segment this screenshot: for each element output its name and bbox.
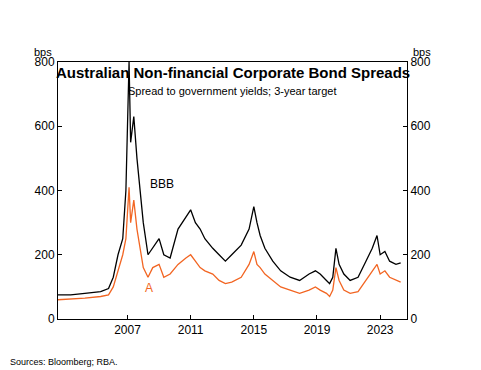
svg-text:0: 0 xyxy=(48,312,55,326)
svg-text:2019: 2019 xyxy=(304,323,331,337)
svg-text:400: 400 xyxy=(35,184,55,198)
svg-text:bps: bps xyxy=(413,46,431,58)
svg-text:2015: 2015 xyxy=(240,323,267,337)
svg-text:600: 600 xyxy=(35,119,55,133)
svg-text:200: 200 xyxy=(410,248,430,262)
svg-text:800: 800 xyxy=(410,55,430,69)
svg-text:2011: 2011 xyxy=(178,323,204,337)
svg-text:2023: 2023 xyxy=(367,323,394,337)
svg-text:600: 600 xyxy=(410,119,430,133)
svg-text:2007: 2007 xyxy=(114,323,141,337)
svg-text:800: 800 xyxy=(35,55,55,69)
svg-text:BBB: BBB xyxy=(150,177,174,191)
svg-text:bps: bps xyxy=(34,46,52,58)
svg-text:200: 200 xyxy=(35,248,55,262)
svg-text:Australian Non-financial Corpo: Australian Non-financial Corporate Bond … xyxy=(56,64,410,81)
svg-text:A: A xyxy=(145,281,153,295)
svg-text:400: 400 xyxy=(410,184,430,198)
svg-text:Spread to government yields; 3: Spread to government yields; 3-year targ… xyxy=(128,85,337,97)
svg-text:0: 0 xyxy=(410,312,417,326)
svg-text:Sources: Bloomberg; RBA.: Sources: Bloomberg; RBA. xyxy=(10,357,118,367)
